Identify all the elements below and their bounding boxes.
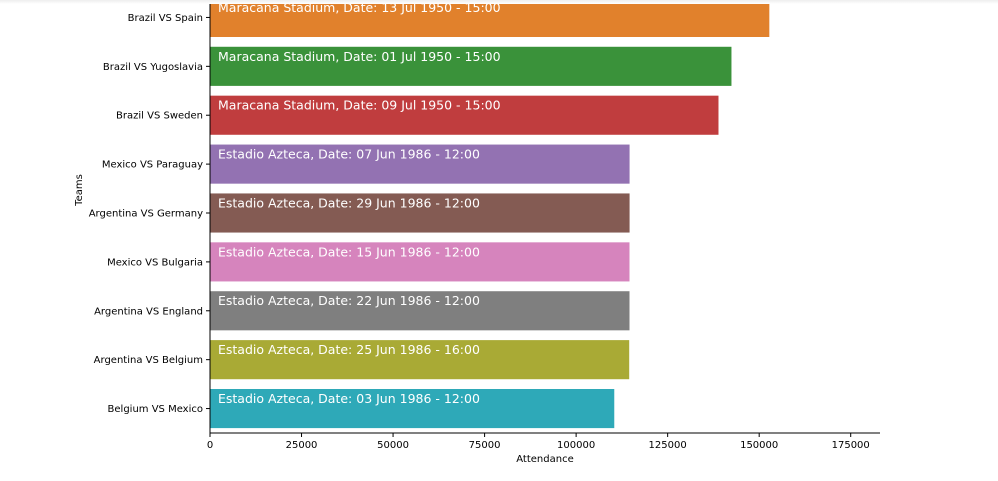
bar-annotation-7: Estadio Azteca, Date: 22 Jun 1986 - 12:0… xyxy=(218,293,480,308)
x-tick-group: 0 25000 50000 75000 100000 125000 150000 175000 xyxy=(207,433,870,451)
bar-6 xyxy=(210,242,630,282)
bar-1 xyxy=(210,0,770,37)
x-tick-label-6: 125000 xyxy=(649,440,687,451)
x-tick-label-5: 100000 xyxy=(557,440,595,451)
y-axis-label: Teams xyxy=(74,174,85,207)
bar-9 xyxy=(210,389,615,429)
bar-annotation-6: Estadio Azteca, Date: 15 Jun 1986 - 12:0… xyxy=(218,244,480,259)
y-tick-label-9: Belgium VS Mexico xyxy=(108,404,203,415)
x-tick-label-8: 175000 xyxy=(832,440,870,451)
bar-annotation-4: Estadio Azteca, Date: 07 Jun 1986 - 12:0… xyxy=(218,147,480,162)
x-tick-label-3: 50000 xyxy=(377,440,409,451)
bar-8 xyxy=(210,340,630,380)
bar-3 xyxy=(210,95,719,135)
y-tick-label-8: Argentina VS Belgium xyxy=(94,355,203,366)
x-tick-label-7: 150000 xyxy=(740,440,778,451)
bar-annotation-8: Estadio Azteca, Date: 25 Jun 1986 - 16:0… xyxy=(218,342,480,357)
bar-5 xyxy=(210,193,630,233)
x-axis-label: Attendance xyxy=(516,454,573,465)
y-tick-label-7: Argentina VS England xyxy=(94,306,203,317)
x-tick-label-2: 25000 xyxy=(286,440,318,451)
bar-2 xyxy=(210,46,732,86)
bar-annotation-2: Maracana Stadium, Date: 01 Jul 1950 - 15… xyxy=(218,49,501,64)
y-tick-label-4: Mexico VS Paraguay xyxy=(102,160,203,171)
y-tick-label-1: Brazil VS Spain xyxy=(128,13,203,24)
top-shadow-strip xyxy=(0,0,998,4)
y-tick-label-5: Argentina VS Germany xyxy=(89,209,203,220)
x-tick-label-4: 75000 xyxy=(469,440,501,451)
bar-4 xyxy=(210,144,630,184)
annotations-group: Maracana Stadium, Date: 13 Jul 1950 - 15… xyxy=(218,0,501,406)
y-tick-label-2: Brazil VS Yugoslavia xyxy=(103,62,203,73)
y-tick-label-6: Mexico VS Bulgaria xyxy=(107,257,203,268)
bar-annotation-5: Estadio Azteca, Date: 29 Jun 1986 - 12:0… xyxy=(218,195,480,210)
bar-annotation-9: Estadio Azteca, Date: 03 Jun 1986 - 12:0… xyxy=(218,391,480,406)
y-tick-label-3: Brazil VS Sweden xyxy=(116,111,203,122)
bar-annotation-3: Maracana Stadium, Date: 09 Jul 1950 - 15… xyxy=(218,98,501,113)
bars-group xyxy=(210,0,770,429)
x-tick-label-1: 0 xyxy=(207,440,213,451)
y-category-labels: Brazil VS Spain Brazil VS Yugoslavia Brazi… xyxy=(89,13,210,415)
bar-7 xyxy=(210,291,630,331)
